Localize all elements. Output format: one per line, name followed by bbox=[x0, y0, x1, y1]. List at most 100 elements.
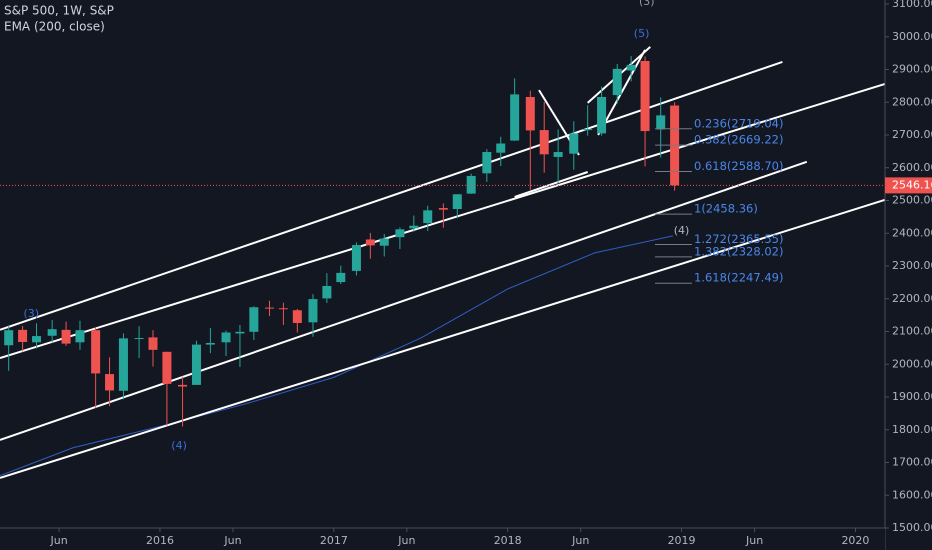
candle-body bbox=[235, 331, 245, 334]
candle-body bbox=[32, 336, 42, 343]
candle-body bbox=[365, 239, 375, 246]
candle-body bbox=[118, 338, 128, 391]
candle-body bbox=[336, 272, 346, 283]
fib-label: 0.236(2719.04) bbox=[694, 116, 783, 130]
candle-body bbox=[569, 133, 579, 154]
candle-body bbox=[482, 152, 492, 174]
trend-line bbox=[0, 61, 783, 331]
y-tick-label: 2700.00 bbox=[892, 128, 932, 141]
candle-body bbox=[162, 351, 172, 384]
candle-body bbox=[510, 94, 520, 141]
wave-label: (4) bbox=[674, 224, 690, 237]
fib-label: 1.382(2328.02) bbox=[694, 244, 783, 258]
candle-body bbox=[656, 115, 666, 130]
candle-body bbox=[191, 344, 201, 385]
candle-body bbox=[91, 330, 101, 374]
y-tick-label: 2500.00 bbox=[892, 194, 932, 207]
candle-body bbox=[438, 208, 448, 210]
x-tick-label: 2019 bbox=[668, 534, 696, 547]
last-price-label: 2546.16 bbox=[892, 178, 932, 191]
candle-body bbox=[4, 330, 14, 346]
candle-body bbox=[351, 245, 361, 271]
candle-body bbox=[612, 68, 622, 96]
y-tick-label: 2200.00 bbox=[892, 292, 932, 305]
candle-body bbox=[525, 97, 535, 131]
fib-label: 1.618(2247.49) bbox=[694, 271, 783, 285]
x-tick-label: Jun bbox=[397, 534, 415, 547]
x-tick-label: Jun bbox=[223, 534, 241, 547]
y-tick-label: 1500.00 bbox=[892, 521, 932, 534]
candle-body bbox=[539, 130, 549, 155]
y-tick-label: 1800.00 bbox=[892, 423, 932, 436]
y-tick-label: 2800.00 bbox=[892, 95, 932, 108]
candle-body bbox=[148, 337, 158, 350]
candle-body bbox=[308, 299, 318, 323]
x-tick-label: 2016 bbox=[146, 534, 174, 547]
candle-body bbox=[264, 307, 274, 309]
candle-body bbox=[322, 285, 332, 299]
candle-body bbox=[409, 225, 419, 229]
candle-body bbox=[452, 194, 462, 210]
candle-body bbox=[18, 329, 28, 342]
price-axis bbox=[885, 0, 932, 550]
candle-body bbox=[379, 238, 389, 246]
trend-line bbox=[0, 160, 808, 441]
x-tick-label: 2020 bbox=[841, 534, 869, 547]
trend-line bbox=[514, 171, 589, 198]
candle-body bbox=[640, 60, 650, 132]
candle-body bbox=[178, 384, 188, 387]
candle-body bbox=[249, 307, 259, 332]
candle-body bbox=[292, 310, 302, 323]
candle-body bbox=[61, 329, 71, 344]
fib-label: 1(2458.36) bbox=[694, 202, 758, 216]
candle-body bbox=[47, 329, 57, 336]
last-price-tag bbox=[885, 177, 932, 194]
wave-label: (3) bbox=[639, 0, 655, 8]
plot-area: 0.236(2719.04) 0.382(2669.22) 0.618(2588.7… bbox=[0, 0, 886, 479]
y-tick-label: 3000.00 bbox=[892, 30, 932, 43]
indicator-label: EMA (200, close) bbox=[4, 20, 105, 34]
y-tick-label: 1600.00 bbox=[892, 488, 932, 501]
candle-body bbox=[553, 152, 563, 157]
candle-body bbox=[105, 374, 115, 391]
ema-line bbox=[0, 235, 673, 477]
y-tick-label: 1700.00 bbox=[892, 456, 932, 469]
x-tick-label: Jun bbox=[571, 534, 589, 547]
x-tick-label: 2018 bbox=[494, 534, 522, 547]
y-tick-label: 2100.00 bbox=[892, 325, 932, 338]
candle-body bbox=[626, 64, 636, 71]
wave-label: (3) bbox=[23, 307, 39, 320]
x-tick-label: Jun bbox=[50, 534, 68, 547]
time-axis bbox=[0, 528, 885, 550]
fib-label: 0.382(2669.22) bbox=[694, 133, 783, 147]
y-tick-label: 2900.00 bbox=[892, 63, 932, 76]
candle-body bbox=[466, 175, 476, 194]
candle-body bbox=[75, 330, 85, 343]
x-tick-label: 2017 bbox=[320, 534, 348, 547]
candle-body bbox=[134, 338, 144, 340]
x-tick-label: Jun bbox=[745, 534, 763, 547]
wave-label: (5) bbox=[634, 27, 650, 40]
wave-label: (4) bbox=[171, 439, 187, 452]
candle-body bbox=[496, 143, 506, 153]
trend-line bbox=[0, 198, 886, 479]
y-tick-label: 2300.00 bbox=[892, 259, 932, 272]
candle-body bbox=[221, 332, 231, 343]
trend-line bbox=[0, 82, 886, 359]
candle-body bbox=[583, 129, 593, 131]
candle-body bbox=[278, 308, 288, 310]
fib-label: 0.618(2588.70) bbox=[694, 159, 783, 173]
y-tick-label: 1900.00 bbox=[892, 390, 932, 403]
candle-body bbox=[205, 342, 215, 345]
chart-title: S&P 500, 1W, S&P bbox=[4, 4, 114, 18]
candle-body bbox=[423, 210, 433, 224]
fib-label: 1.272(2365.55) bbox=[694, 232, 783, 246]
axes: 1500.00 1600.00 1700.00 1800.00 1900.00 2000.… bbox=[50, 0, 932, 547]
y-tick-label: 2400.00 bbox=[892, 226, 932, 239]
candle-body bbox=[395, 229, 405, 238]
y-tick-label: 3100.00 bbox=[892, 0, 932, 10]
y-tick-label: 2000.00 bbox=[892, 357, 932, 370]
y-tick-label: 2600.00 bbox=[892, 161, 932, 174]
